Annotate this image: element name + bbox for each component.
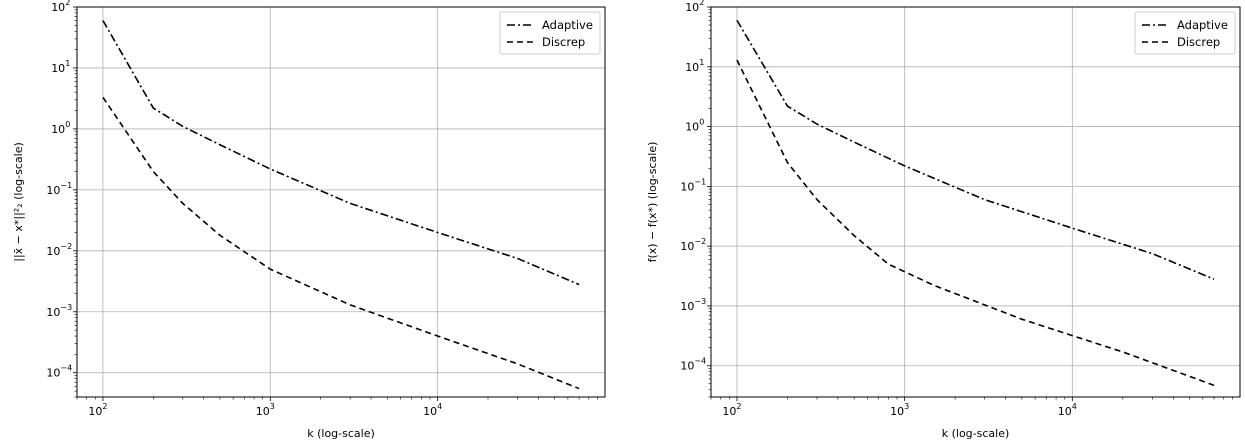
y-tick-label: 10 bbox=[46, 245, 60, 258]
x-tick-base: 10 bbox=[88, 405, 102, 418]
y-tick-label: 10 bbox=[51, 62, 65, 75]
x-tick-label: 104 bbox=[423, 402, 442, 418]
x-tick-exponent: 3 bbox=[270, 402, 275, 411]
y-tick-label: 10 bbox=[680, 180, 694, 193]
legend-box bbox=[499, 11, 601, 55]
x-tick-exponent: 4 bbox=[1072, 402, 1077, 411]
legend-label-adaptive: Adaptive bbox=[1177, 18, 1228, 32]
legend: Adaptive Discrep bbox=[499, 11, 601, 55]
x-tick-base: 10 bbox=[890, 405, 904, 418]
plot-frame bbox=[76, 6, 606, 398]
x-tick-label: 103 bbox=[256, 402, 275, 418]
x-tick-exponent: 2 bbox=[102, 402, 107, 411]
y-tick-label: 10 bbox=[685, 61, 699, 74]
y-tick-label: 10 bbox=[685, 121, 699, 134]
series-line-discrep bbox=[736, 59, 1215, 387]
x-tick-label: 102 bbox=[88, 402, 107, 418]
y-tick-exponent: −4 bbox=[60, 364, 72, 373]
y-tick-label: 10 bbox=[51, 123, 65, 136]
y-tick-exponent: −1 bbox=[60, 181, 72, 190]
y-tick-exponent: −2 bbox=[694, 237, 706, 246]
x-tick-label: 102 bbox=[722, 402, 741, 418]
y-tick-exponent: 1 bbox=[699, 58, 704, 67]
y-tick-exponent: 0 bbox=[65, 120, 70, 129]
y-tick-exponent: −2 bbox=[60, 242, 72, 251]
series-line-discrep bbox=[102, 96, 580, 390]
legend-label-adaptive: Adaptive bbox=[542, 18, 593, 32]
x-tick-exponent: 4 bbox=[437, 402, 442, 411]
y-axis-label: ||x̄ − x*||²₂ (log-scale) bbox=[12, 142, 25, 262]
legend-label-discrep: Discrep bbox=[542, 35, 585, 49]
legend-label-discrep: Discrep bbox=[1177, 35, 1220, 49]
y-tick-label: 10 bbox=[46, 184, 60, 197]
y-tick-exponent: −1 bbox=[694, 177, 706, 186]
y-tick-label: 10 bbox=[680, 300, 694, 313]
x-tick-label: 104 bbox=[1058, 402, 1077, 418]
y-tick-label: 10 bbox=[46, 306, 60, 319]
y-tick-exponent: 0 bbox=[699, 118, 704, 127]
x-tick-label: 103 bbox=[890, 402, 909, 418]
x-axis-label: k (log-scale) bbox=[942, 427, 1010, 440]
legend: Adaptive Discrep bbox=[1134, 11, 1236, 55]
y-tick-exponent: −3 bbox=[694, 297, 706, 306]
y-tick-label: 10 bbox=[51, 1, 65, 14]
x-tick-base: 10 bbox=[722, 405, 736, 418]
x-tick-base: 10 bbox=[256, 405, 270, 418]
y-tick-exponent: 1 bbox=[65, 59, 70, 68]
plot-frame bbox=[710, 6, 1241, 398]
series-line-adaptive bbox=[102, 20, 580, 286]
y-tick-exponent: 2 bbox=[65, 0, 70, 7]
x-tick-base: 10 bbox=[423, 405, 437, 418]
y-tick-exponent: −3 bbox=[60, 303, 72, 312]
y-tick-label: 10 bbox=[680, 240, 694, 253]
y-tick-exponent: −4 bbox=[694, 357, 706, 366]
x-tick-exponent: 3 bbox=[904, 402, 909, 411]
y-axis-label: f(x) − f(x*) (log-scale) bbox=[646, 142, 659, 263]
legend-box bbox=[1134, 11, 1236, 55]
series-line-adaptive bbox=[736, 19, 1215, 280]
x-tick-exponent: 2 bbox=[736, 402, 741, 411]
y-tick-exponent: 2 bbox=[699, 0, 704, 7]
y-tick-label: 10 bbox=[685, 1, 699, 14]
x-tick-base: 10 bbox=[1058, 405, 1072, 418]
y-tick-label: 10 bbox=[46, 367, 60, 380]
x-axis-label: k (log-scale) bbox=[307, 427, 375, 440]
y-tick-label: 10 bbox=[680, 360, 694, 373]
